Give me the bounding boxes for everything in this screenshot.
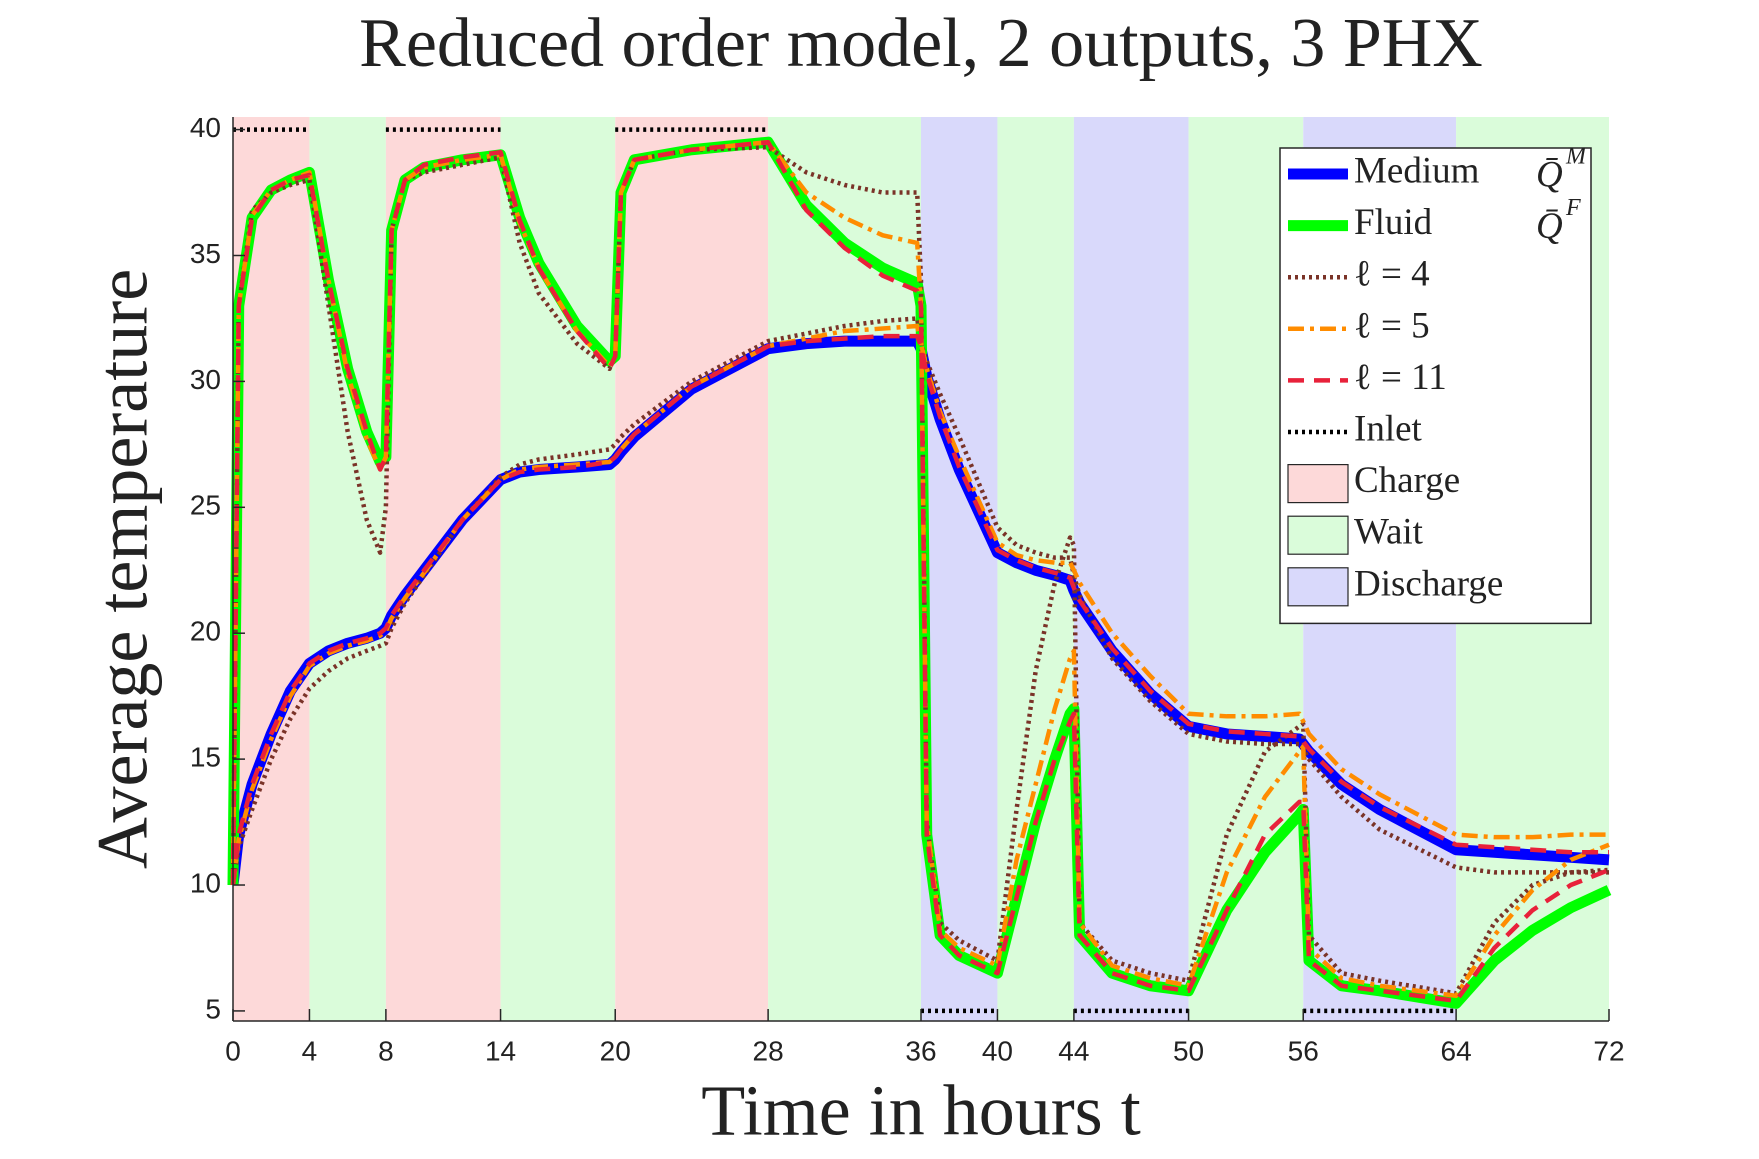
series-line — [230, 139, 1610, 999]
y-tick-label: 20 — [190, 616, 221, 647]
legend-symbol-sup: F — [1565, 195, 1581, 221]
legend-label: Charge — [1354, 460, 1460, 501]
series-line — [230, 333, 1609, 886]
y-axis-label: Average temperature — [83, 269, 163, 869]
y-tick-label: 35 — [190, 238, 221, 269]
x-tick-label: 8 — [378, 1035, 394, 1066]
y-tick-label: 25 — [190, 490, 221, 521]
legend-label: Discharge — [1354, 563, 1503, 604]
x-tick-label: 4 — [302, 1035, 318, 1066]
legend-symbol: Q̄ — [1536, 206, 1563, 247]
legend-label: Inlet — [1354, 408, 1423, 449]
y-tick-label: 30 — [190, 364, 221, 395]
legend-patch — [1287, 464, 1349, 504]
x-tick-label: 64 — [1441, 1035, 1472, 1066]
legend-patch — [1287, 567, 1349, 607]
legend-label: Wait — [1354, 512, 1424, 553]
y-tick-label: 5 — [205, 993, 221, 1024]
x-tick-label: 14 — [485, 1035, 516, 1066]
phase-band — [1073, 117, 1189, 1021]
series-line — [233, 127, 1457, 1014]
legend-patch — [1287, 515, 1349, 555]
legend-label: Medium — [1354, 150, 1480, 191]
legend-label: ℓ = 4 — [1354, 254, 1430, 295]
legend-symbol-sup: M — [1565, 144, 1588, 170]
legend-label: ℓ = 11 — [1354, 357, 1447, 398]
x-tick-label: 0 — [225, 1035, 241, 1066]
x-tick-label: 20 — [600, 1035, 631, 1066]
x-tick-label: 56 — [1288, 1035, 1319, 1066]
series-line — [227, 136, 1612, 1009]
legend-symbol: Q̄ — [1536, 154, 1563, 195]
phase-band — [500, 117, 616, 1021]
series-line — [230, 316, 1609, 886]
x-axis-label: Time in hours t — [701, 1071, 1140, 1151]
phase-band — [615, 117, 769, 1021]
x-tick-label: 72 — [1593, 1035, 1624, 1066]
x-tick-label: 50 — [1173, 1035, 1204, 1066]
legend-label: Fluid — [1354, 202, 1433, 243]
series-line — [230, 323, 1609, 886]
legend-label: ℓ = 5 — [1354, 305, 1430, 346]
phase-band — [385, 117, 501, 1021]
x-tick-label: 28 — [753, 1035, 784, 1066]
y-tick-label: 40 — [190, 112, 221, 143]
y-tick-label: 15 — [190, 742, 221, 773]
phase-band — [768, 117, 921, 1021]
x-tick-label: 44 — [1058, 1035, 1089, 1066]
chart-title: Reduced order model, 2 outputs, 3 PHX — [359, 5, 1483, 82]
series-line — [230, 144, 1610, 996]
y-tick-label: 10 — [190, 867, 221, 898]
series-line — [230, 139, 1610, 1004]
x-tick-label: 40 — [982, 1035, 1013, 1066]
x-tick-label: 36 — [905, 1035, 936, 1066]
